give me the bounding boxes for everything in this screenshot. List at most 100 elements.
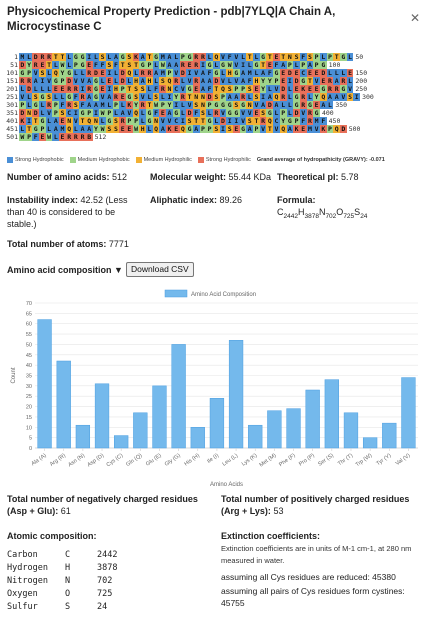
residue: A [239, 69, 247, 77]
residue: L [119, 101, 126, 109]
residue: A [139, 77, 147, 85]
residue: I [85, 53, 93, 61]
residue: A [286, 125, 294, 133]
residue: V [72, 117, 80, 125]
residue: M [306, 125, 314, 133]
residue: D [19, 109, 26, 117]
residue: P [326, 125, 334, 133]
residue: A [233, 93, 240, 101]
residue: V [273, 125, 280, 133]
residue: T [146, 53, 153, 61]
residue: T [132, 61, 140, 69]
residue: T [32, 117, 40, 125]
residue: Y [279, 117, 287, 125]
y-tick-label: 0 [29, 446, 32, 452]
sequence-start-number: 351 [6, 109, 18, 117]
residue: G [212, 69, 220, 77]
residue: R [192, 77, 200, 85]
residue: L [212, 117, 220, 125]
sequence-line: 101 G P V S L Q Y G L L R D E I L D Q L R R A M P V D I V A F G L H G A M L A… [6, 69, 420, 77]
residue: V [159, 117, 167, 125]
residue: G [79, 53, 86, 61]
amino-acid-chart: 0 5 10 15 20 25 30 35 40 45 50 55 60 65 70 Ala (A) Arg (… [11, 289, 418, 488]
residue: E [99, 69, 106, 77]
sequence-line: 351 D N D L V P S C I G P I W P L A V Q L G F E A G L D F S L R V G G V V E S… [6, 109, 420, 117]
residue: T [25, 125, 33, 133]
atom-row: Sulfur S 24 [7, 602, 108, 612]
bar [133, 412, 148, 449]
residue: M [59, 125, 66, 133]
residue: T [333, 53, 340, 61]
residue: P [105, 109, 113, 117]
residue: W [226, 61, 233, 69]
residue: I [233, 117, 240, 125]
residue: Y [166, 101, 173, 109]
residue: T [253, 117, 260, 125]
residue: G [19, 69, 26, 77]
residue: D [212, 77, 220, 85]
residue: G [65, 93, 73, 101]
residue: M [19, 53, 26, 61]
residue: V [79, 77, 86, 85]
residue: I [105, 69, 113, 77]
residue: L [253, 69, 260, 77]
residue: V [99, 93, 106, 101]
residue: V [139, 93, 147, 101]
residue: S [105, 125, 113, 133]
residue: L [239, 53, 247, 61]
residue: S [212, 125, 220, 133]
residue: P [166, 69, 173, 77]
residue: V [346, 85, 354, 93]
residue: L [19, 85, 26, 93]
sequence-end-number: 300 [362, 93, 374, 101]
residue: N [152, 117, 160, 125]
residue: G [79, 109, 86, 117]
residue: R [239, 93, 247, 101]
residue: T [279, 53, 287, 61]
dropdown-triangle-icon[interactable]: ▼ [114, 265, 123, 275]
residue: D [266, 101, 274, 109]
atom-row: Nitrogen N 702 [7, 576, 113, 586]
residue: N [199, 101, 207, 109]
y-tick-label: 55 [26, 332, 32, 338]
residue: S [126, 61, 133, 69]
legend-medium-hydrophobic: Medium Hydrophobic [69, 157, 130, 163]
bar [94, 383, 110, 449]
residue: L [32, 85, 40, 93]
residue: N [65, 117, 73, 125]
residue: S [72, 101, 80, 109]
residue: E [313, 69, 320, 77]
residue: M [99, 101, 106, 109]
residue: L [306, 93, 314, 101]
residue: L [206, 53, 213, 61]
residue: P [159, 101, 167, 109]
y-axis-label: Count [11, 367, 17, 383]
residue: S [259, 109, 267, 117]
residue: G [92, 77, 100, 85]
residue: P [72, 61, 80, 69]
download-csv-button[interactable]: Download CSV [126, 262, 194, 277]
x-tick-label: Met (M) [259, 453, 278, 469]
residue: L [152, 61, 160, 69]
residue: L [52, 61, 60, 69]
residue: A [199, 77, 207, 85]
residue: F [319, 117, 327, 125]
close-icon[interactable]: ✕ [409, 11, 421, 25]
residue: F [206, 85, 213, 93]
residue: T [266, 53, 274, 61]
residue: G [286, 117, 294, 125]
residue: P [19, 101, 26, 109]
residue: F [92, 61, 100, 69]
residue: D [32, 109, 40, 117]
residue: E [39, 61, 46, 69]
residue: W [59, 61, 66, 69]
bar [362, 437, 378, 449]
residue: I [39, 77, 46, 85]
residue: S [59, 109, 66, 117]
residue: A [85, 77, 93, 85]
residue: P [39, 125, 46, 133]
residue: S [132, 85, 140, 93]
residue: F [99, 61, 106, 69]
residue: A [333, 93, 340, 101]
residue: G [146, 117, 153, 125]
